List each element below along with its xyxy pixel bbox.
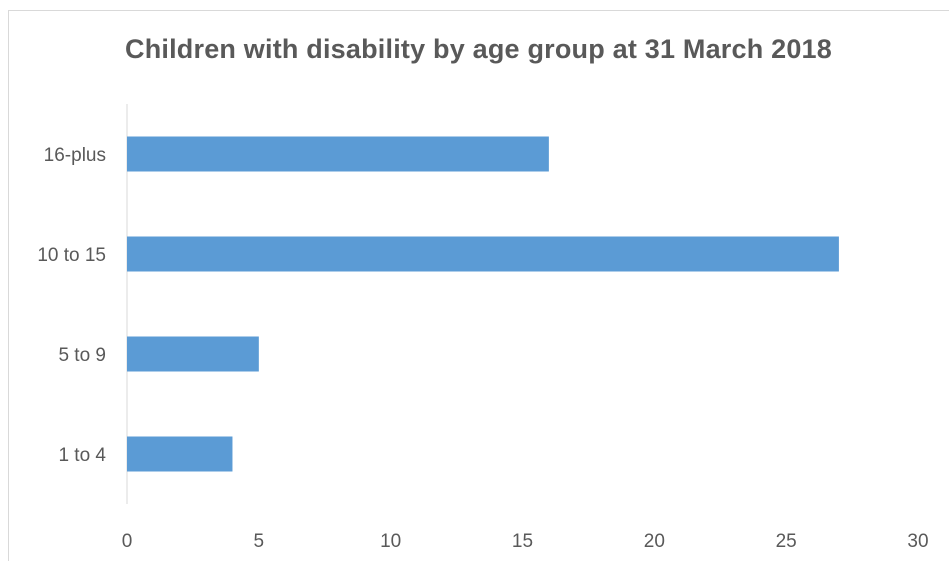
bar-10-to-15 xyxy=(127,236,839,272)
x-tick-label: 30 xyxy=(907,531,928,552)
category-label: 1 to 4 xyxy=(58,445,106,466)
category-label: 10 to 15 xyxy=(37,245,106,266)
chart-title: Children with disability by age group at… xyxy=(125,34,832,64)
x-tick-label: 10 xyxy=(380,531,401,552)
x-tick-label: 15 xyxy=(512,531,533,552)
x-tick-label: 0 xyxy=(122,531,133,552)
bar-1-to-4 xyxy=(127,436,233,472)
x-tick-label: 25 xyxy=(776,531,797,552)
bar-5-to-9 xyxy=(127,336,259,372)
bar-16-plus xyxy=(127,136,549,172)
frame-border-top xyxy=(8,10,949,11)
x-tick-label: 20 xyxy=(644,531,665,552)
frame-border-left xyxy=(8,10,9,561)
category-label: 5 to 9 xyxy=(58,345,106,366)
x-tick-label: 5 xyxy=(254,531,265,552)
category-label: 16-plus xyxy=(44,145,106,166)
